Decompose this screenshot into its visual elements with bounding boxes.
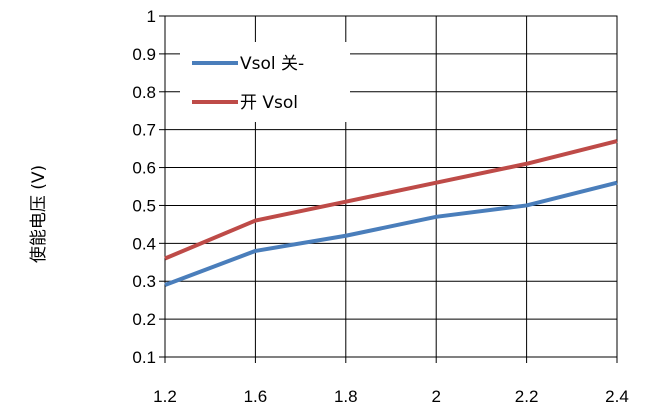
series-line-1 (164, 180, 618, 287)
legend-label-series-2: 开 Vsol (240, 93, 298, 113)
x-tick-label: 1.8 (334, 387, 358, 406)
plot-border (164, 15, 618, 358)
legend: Vsol 关- 开 Vsol (180, 42, 350, 122)
y-tick-label: 0.5 (132, 196, 156, 215)
plot-frame (164, 15, 618, 358)
series-line-2 (164, 139, 618, 261)
y-tick-label: 0.2 (132, 310, 156, 329)
x-tick-label: 2 (431, 387, 440, 406)
y-tick-label: 0.8 (132, 83, 156, 102)
legend-box (180, 42, 350, 122)
y-tick-label: 0.3 (132, 272, 156, 291)
x-tick-label: 2.2 (515, 387, 539, 406)
y-axis-title: 使能电压 (V) (28, 165, 49, 263)
y-tick-label: 0.7 (132, 121, 156, 140)
x-tick-label: 1.2 (153, 387, 177, 406)
x-tick-label: 1.6 (244, 387, 268, 406)
series-layer (164, 139, 618, 287)
y-tick-label: 0.6 (132, 159, 156, 178)
y-tick-label: 1 (147, 7, 156, 26)
y-tick-label: 0.1 (132, 348, 156, 367)
x-tick-label: 2.4 (605, 387, 629, 406)
legend-label-series-1: Vsol 关- (240, 54, 304, 74)
y-tick-label: 0.4 (132, 234, 156, 253)
y-tick-labels: 0.1 0.2 0.3 0.4 0.5 0.6 0.7 0.8 0.9 1 (132, 7, 156, 367)
x-tick-labels: 1.2 1.6 1.8 2 2.2 2.4 (153, 387, 629, 406)
y-tick-label: 0.9 (132, 45, 156, 64)
